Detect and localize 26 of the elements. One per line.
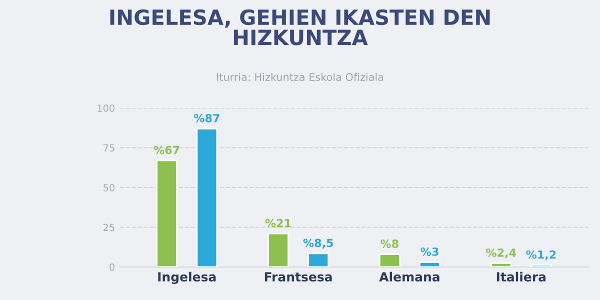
data-label: %8 — [380, 240, 398, 248]
data-label: %8,5 — [303, 238, 333, 249]
data-label: %3 — [420, 248, 438, 256]
x-tick-label: Ingelesa — [158, 272, 216, 284]
data-label: %67 — [154, 146, 180, 154]
bar — [156, 160, 178, 267]
bar — [268, 232, 289, 267]
data-label: %21 — [265, 218, 291, 228]
data-label: %2,4 — [486, 248, 516, 258]
bar — [419, 262, 440, 267]
x-tick-label: Frantsesa — [264, 272, 332, 282]
x-tick-label: Italiera — [496, 272, 546, 282]
bar — [196, 128, 218, 267]
bar — [308, 252, 330, 267]
bar — [490, 262, 512, 267]
chart-subtitle: Iturria: Hizkuntza Eskola Ofiziala — [217, 72, 384, 82]
chart-title: INGELESA, GEHIEN IKASTEN DEN HIZKUNTZA — [110, 9, 490, 46]
y-tick-label: 100 — [98, 104, 114, 112]
x-tick-label: Alemana — [379, 272, 440, 282]
y-tick-label: 0 — [110, 263, 114, 271]
y-tick-label: 25 — [103, 224, 114, 232]
y-tick-label: 75 — [104, 144, 114, 152]
bar — [378, 254, 400, 267]
y-tick-label: 50 — [104, 184, 114, 192]
data-label: %1,2 — [526, 250, 556, 260]
data-label: %87 — [194, 114, 220, 122]
